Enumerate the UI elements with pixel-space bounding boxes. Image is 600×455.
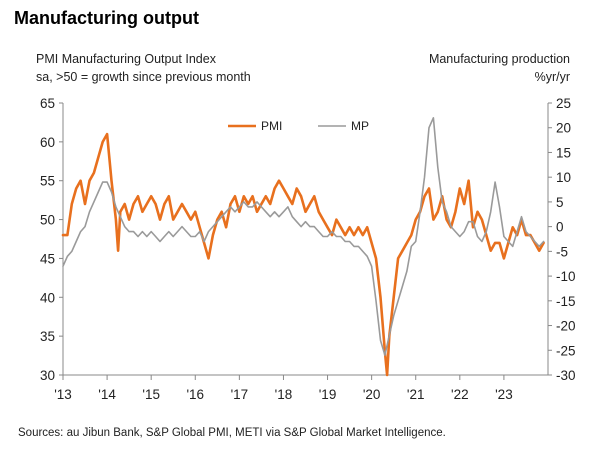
x-tick-label: '17 bbox=[231, 387, 249, 402]
right-tick-label: -15 bbox=[556, 294, 576, 309]
series-line-mp bbox=[62, 117, 545, 357]
right-axis-unit: %yr/yr bbox=[534, 70, 570, 84]
x-tick-label: '19 bbox=[319, 387, 337, 402]
x-tick-label: '14 bbox=[98, 387, 116, 402]
left-tick-label: 50 bbox=[40, 213, 55, 228]
right-tick-label: -20 bbox=[556, 319, 576, 334]
legend-label-pmi: PMI bbox=[261, 119, 282, 133]
source-note: Sources: au Jibun Bank, S&P Global PMI, … bbox=[18, 427, 446, 439]
x-tick-label: '15 bbox=[142, 387, 160, 402]
x-tick-label: '16 bbox=[186, 387, 204, 402]
right-tick-label: -10 bbox=[556, 269, 576, 284]
left-tick-label: 60 bbox=[40, 135, 55, 150]
x-tick-label: '23 bbox=[495, 387, 513, 402]
right-tick-label: 25 bbox=[556, 96, 571, 111]
left-tick-label: 65 bbox=[40, 96, 55, 111]
left-tick-label: 40 bbox=[40, 290, 55, 305]
right-tick-label: 5 bbox=[556, 195, 564, 210]
right-tick-label: 0 bbox=[556, 220, 564, 235]
right-axis-header: Manufacturing production %yr/yr bbox=[429, 50, 570, 86]
left-tick-label: 45 bbox=[40, 251, 55, 266]
left-tick-label: 30 bbox=[40, 368, 55, 383]
chart-title: Manufacturing output bbox=[14, 8, 199, 28]
x-tick-label: '22 bbox=[451, 387, 469, 402]
x-tick-label: '21 bbox=[407, 387, 425, 402]
right-tick-label: 20 bbox=[556, 121, 571, 136]
left-axis-subtitle: sa, >50 = growth since previous month bbox=[36, 70, 251, 84]
left-axis-header: PMI Manufacturing Output Index sa, >50 =… bbox=[36, 50, 251, 86]
legend-label-mp: MP bbox=[351, 119, 369, 133]
right-tick-label: 15 bbox=[556, 145, 571, 160]
x-tick-label: '18 bbox=[275, 387, 293, 402]
right-tick-label: -5 bbox=[556, 244, 568, 259]
right-tick-label: 10 bbox=[556, 170, 571, 185]
left-tick-label: 55 bbox=[40, 174, 55, 189]
left-tick-label: 35 bbox=[40, 329, 55, 344]
x-tick-label: '20 bbox=[363, 387, 381, 402]
right-tick-label: -25 bbox=[556, 343, 576, 358]
right-tick-label: -30 bbox=[556, 368, 576, 383]
right-axis-title: Manufacturing production bbox=[428, 52, 570, 66]
left-axis-title: PMI Manufacturing Output Index bbox=[36, 52, 216, 66]
series-line-pmi bbox=[61, 132, 545, 377]
x-tick-label: '13 bbox=[54, 387, 72, 402]
